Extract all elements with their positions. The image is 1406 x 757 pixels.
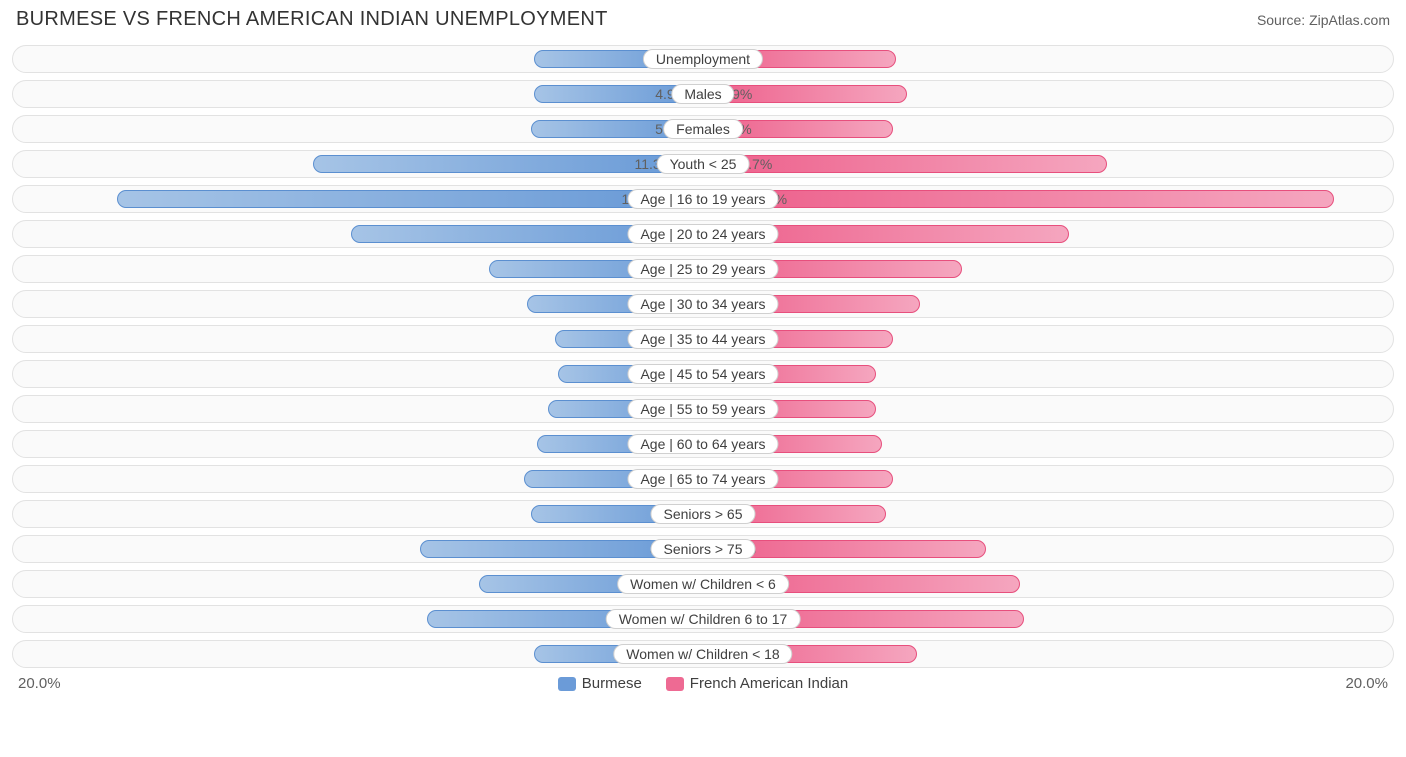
legend-swatch-left (558, 677, 576, 691)
row-right-half: 9.2% (703, 571, 1393, 597)
chart-row: 6.5%9.2%Women w/ Children < 6 (12, 570, 1394, 598)
chart-row: 5.1%6.3%Age | 30 to 34 years (12, 290, 1394, 318)
legend-item-left: Burmese (558, 675, 642, 692)
row-right-half: 5.0% (703, 361, 1393, 387)
category-label: Women w/ Children 6 to 17 (606, 609, 801, 629)
chart-title: BURMESE VS FRENCH AMERICAN INDIAN UNEMPL… (16, 8, 608, 31)
row-right-half: 6.2% (703, 641, 1393, 667)
right-bar (703, 190, 1334, 208)
row-right-half: 7.5% (703, 256, 1393, 282)
row-left-half: 17.0% (13, 186, 703, 212)
row-right-half: 5.5% (703, 116, 1393, 142)
legend-swatch-right (666, 677, 684, 691)
legend-item-right: French American Indian (666, 675, 848, 692)
row-left-half: 4.2% (13, 361, 703, 387)
category-label: Women w/ Children < 6 (617, 574, 789, 594)
row-left-half: 4.9% (13, 641, 703, 667)
category-label: Age | 55 to 59 years (627, 399, 778, 419)
category-label: Women w/ Children < 18 (613, 644, 792, 664)
row-right-half: 5.2% (703, 431, 1393, 457)
chart-row: 4.5%5.0%Age | 55 to 59 years (12, 395, 1394, 423)
row-right-half: 5.9% (703, 81, 1393, 107)
row-left-half: 8.0% (13, 606, 703, 632)
row-left-half: 4.9% (13, 81, 703, 107)
row-left-half: 11.3% (13, 151, 703, 177)
axis-max-right: 20.0% (1345, 675, 1388, 692)
category-label: Females (663, 119, 743, 139)
row-left-half: 5.2% (13, 466, 703, 492)
category-label: Age | 25 to 29 years (627, 259, 778, 279)
row-right-half: 18.3% (703, 186, 1393, 212)
row-left-half: 8.2% (13, 536, 703, 562)
row-left-half: 5.0% (13, 501, 703, 527)
row-right-half: 5.5% (703, 466, 1393, 492)
row-right-half: 5.3% (703, 501, 1393, 527)
row-right-half: 10.6% (703, 221, 1393, 247)
category-label: Youth < 25 (657, 154, 750, 174)
chart-row: 4.9%5.6%Unemployment (12, 45, 1394, 73)
legend: Burmese French American Indian (558, 675, 848, 692)
category-label: Age | 16 to 19 years (627, 189, 778, 209)
category-label: Age | 65 to 74 years (627, 469, 778, 489)
row-right-half: 5.6% (703, 46, 1393, 72)
chart-row: 8.2%8.2%Seniors > 75 (12, 535, 1394, 563)
category-label: Age | 45 to 54 years (627, 364, 778, 384)
chart-header: BURMESE VS FRENCH AMERICAN INDIAN UNEMPL… (12, 8, 1394, 31)
chart-row: 5.0%5.3%Seniors > 65 (12, 500, 1394, 528)
chart-row: 4.9%5.9%Males (12, 80, 1394, 108)
category-label: Seniors > 75 (651, 539, 756, 559)
category-label: Age | 20 to 24 years (627, 224, 778, 244)
category-label: Age | 60 to 64 years (627, 434, 778, 454)
row-right-half: 8.2% (703, 536, 1393, 562)
legend-label-left: Burmese (582, 675, 642, 692)
chart-row: 6.2%7.5%Age | 25 to 29 years (12, 255, 1394, 283)
row-left-half: 4.8% (13, 431, 703, 457)
chart-footer: 20.0% Burmese French American Indian 20.… (12, 675, 1394, 692)
chart-row: 17.0%18.3%Age | 16 to 19 years (12, 185, 1394, 213)
chart-row: 5.2%5.5%Age | 65 to 74 years (12, 465, 1394, 493)
butterfly-chart: 4.9%5.6%Unemployment4.9%5.9%Males5.0%5.5… (12, 45, 1394, 668)
chart-row: 10.2%10.6%Age | 20 to 24 years (12, 220, 1394, 248)
category-label: Males (671, 84, 734, 104)
legend-label-right: French American Indian (690, 675, 848, 692)
row-right-half: 5.5% (703, 326, 1393, 352)
chart-row: 4.9%6.2%Women w/ Children < 18 (12, 640, 1394, 668)
row-left-half: 6.2% (13, 256, 703, 282)
left-bar (117, 190, 704, 208)
category-label: Seniors > 65 (651, 504, 756, 524)
chart-row: 4.3%5.5%Age | 35 to 44 years (12, 325, 1394, 353)
category-label: Age | 30 to 34 years (627, 294, 778, 314)
chart-row: 4.2%5.0%Age | 45 to 54 years (12, 360, 1394, 388)
row-left-half: 4.3% (13, 326, 703, 352)
row-left-half: 5.0% (13, 116, 703, 142)
chart-row: 5.0%5.5%Females (12, 115, 1394, 143)
chart-row: 11.3%11.7%Youth < 25 (12, 150, 1394, 178)
chart-row: 4.8%5.2%Age | 60 to 64 years (12, 430, 1394, 458)
row-left-half: 6.5% (13, 571, 703, 597)
row-left-half: 10.2% (13, 221, 703, 247)
axis-max-left: 20.0% (18, 675, 61, 692)
chart-source: Source: ZipAtlas.com (1257, 12, 1390, 28)
row-left-half: 4.9% (13, 46, 703, 72)
category-label: Age | 35 to 44 years (627, 329, 778, 349)
row-right-half: 5.0% (703, 396, 1393, 422)
row-right-half: 11.7% (703, 151, 1393, 177)
row-right-half: 6.3% (703, 291, 1393, 317)
row-left-half: 4.5% (13, 396, 703, 422)
chart-row: 8.0%9.3%Women w/ Children 6 to 17 (12, 605, 1394, 633)
row-right-half: 9.3% (703, 606, 1393, 632)
row-left-half: 5.1% (13, 291, 703, 317)
category-label: Unemployment (643, 49, 763, 69)
